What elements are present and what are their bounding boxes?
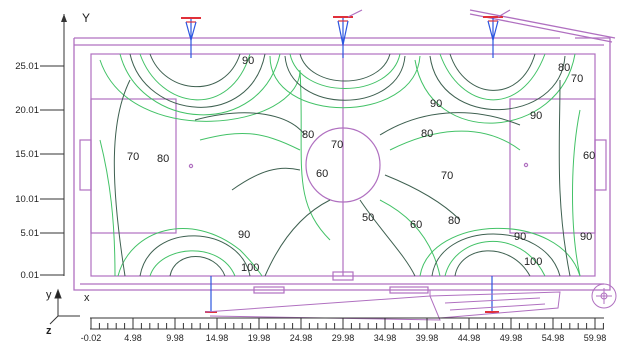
x-tick-label: 34.98 <box>374 333 397 343</box>
floodlight-poles <box>181 9 511 313</box>
right-penalty-box <box>509 98 596 234</box>
contour-label: 90 <box>580 231 592 243</box>
center-circle <box>305 127 381 203</box>
x-tick-label: 49.98 <box>500 333 523 343</box>
y-tick-label: 5.01 <box>21 228 40 239</box>
triad-x-label: x <box>84 292 90 304</box>
y-axis: Y 25.01 20.01 15.01 10.01 5.01 0.01 <box>15 11 90 281</box>
x-tick-label: 59.98 <box>584 333 607 343</box>
x-tick-label: 39.98 <box>416 333 439 343</box>
y-axis-label: Y <box>82 11 90 25</box>
grandstand-structure <box>204 290 561 321</box>
contour-label: 60 <box>316 168 328 180</box>
contour-label: 60 <box>410 219 422 231</box>
compass-icon <box>591 283 617 309</box>
contour-label: 60 <box>583 150 595 162</box>
contour-label: 90 <box>430 98 442 110</box>
contour-label: 80 <box>302 129 314 141</box>
contour-label: 90 <box>238 229 250 241</box>
floodlight-pole-icon <box>205 276 217 313</box>
axis-triad-icon: y x z <box>46 288 90 337</box>
pitch-lines <box>79 53 607 294</box>
triad-z-label: z <box>46 325 52 337</box>
contour-label: 90 <box>530 110 542 122</box>
contour-label: 100 <box>241 262 259 274</box>
left-penalty-box <box>90 98 177 234</box>
triad-y-label: y <box>46 289 52 301</box>
contour-lines-dark <box>113 53 571 277</box>
x-axis-ruler: -0.02 4.98 9.98 14.98 19.98 24.98 29.98 … <box>81 317 607 343</box>
x-tick-label: 44.98 <box>458 333 481 343</box>
x-tick-label: -0.02 <box>81 333 102 343</box>
floodlight-pole-icon <box>483 9 511 58</box>
x-tick-label: 4.98 <box>124 333 142 343</box>
contour-label: 70 <box>331 139 343 151</box>
x-tick-label: 9.98 <box>166 333 184 343</box>
contour-lines-light <box>99 53 581 277</box>
contour-label: 90 <box>514 231 526 243</box>
y-tick-label: 15.01 <box>15 149 39 160</box>
y-tick-label: 20.01 <box>15 105 39 116</box>
floodlight-pole-icon <box>333 9 363 58</box>
contour-labels: 90 90 80 70 90 80 70 80 80 70 60 70 50 6… <box>127 55 595 274</box>
contour-label: 70 <box>571 73 583 85</box>
contour-label: 100 <box>524 256 542 268</box>
right-goal <box>594 139 607 191</box>
x-tick-label: 54.98 <box>542 333 565 343</box>
y-tick-label: 25.01 <box>15 61 39 72</box>
contour-label: 80 <box>157 153 169 165</box>
contour-label: 70 <box>127 151 139 163</box>
x-tick-label: 24.98 <box>290 333 313 343</box>
floodlight-pole-icon <box>181 17 201 58</box>
x-tick-label: 19.98 <box>248 333 271 343</box>
contour-label: 80 <box>558 62 570 74</box>
y-tick-label: 0.01 <box>21 270 40 281</box>
y-tick-label: 10.01 <box>15 194 39 205</box>
x-tick-label: 14.98 <box>206 333 229 343</box>
contour-label: 80 <box>421 128 433 140</box>
x-tick-label: 29.98 <box>332 333 355 343</box>
contour-label: 50 <box>362 212 374 224</box>
contour-label: 80 <box>448 215 460 227</box>
contour-label: 90 <box>242 55 254 67</box>
site-boundary <box>73 9 616 291</box>
contour-label: 70 <box>441 170 453 182</box>
left-goal <box>79 139 92 191</box>
